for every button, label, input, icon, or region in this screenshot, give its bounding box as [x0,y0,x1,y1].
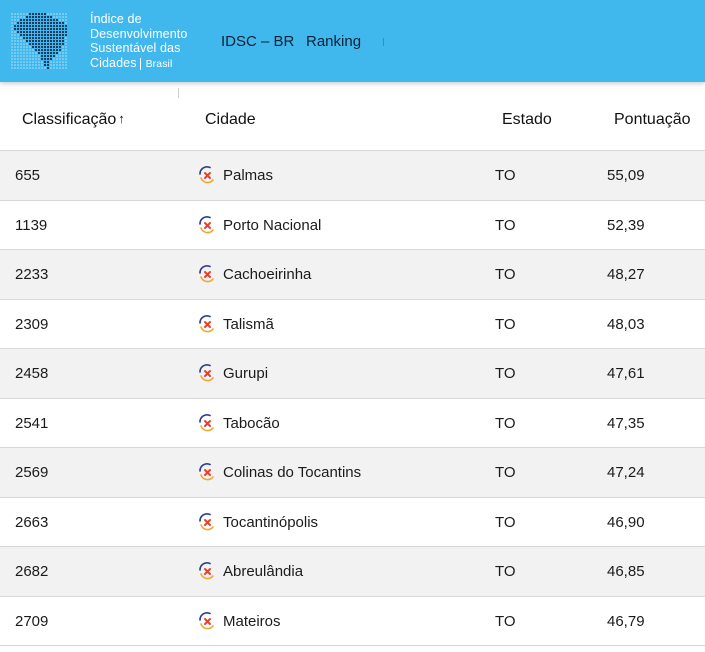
rank-cell: 2233 [15,266,49,283]
nav-idsc-br[interactable]: IDSC – BR [221,33,295,50]
column-header-state[interactable]: Estado [502,111,552,128]
state-cell: TO [495,563,516,580]
city-marker-icon [197,512,217,532]
rank-cell: 2709 [15,612,49,630]
state-cell: TO [495,513,516,531]
logo-line-4-text: Cidades [90,55,137,70]
score-cell: 46,90 [607,513,645,531]
city-cell[interactable]: Porto Nacional [223,216,322,234]
score-cell: 46,79 [607,612,645,630]
logo-subtitle: Brasil [139,57,173,70]
table-body: 655 Palmas TO 55,09 1139 Porto Nacional TO 52,3… [0,151,705,646]
table-row[interactable]: 2233 Cachoeirinha TO 48,27 [0,250,705,300]
column-header-score[interactable]: Pontuação [614,111,691,128]
table-row[interactable]: 2541 Tabocão TO 47,35 [0,398,705,448]
city-cell[interactable]: Cachoeirinha [223,266,312,283]
city-cell[interactable]: Abreulândia [223,563,304,580]
table-row[interactable]: 655 Palmas TO 55,09 [0,151,705,201]
column-header-rank-label: Classificação [22,111,117,128]
score-cell: 52,39 [607,216,645,234]
city-marker-icon [197,264,217,284]
state-cell: TO [495,464,516,481]
table-row[interactable]: 2663 Tocantinópolis TO 46,90 [0,497,705,547]
column-header-city[interactable]: Cidade [205,111,256,128]
city-cell[interactable]: Colinas do Tocantins [223,464,362,481]
city-marker-icon [197,363,217,383]
score-cell: 47,61 [607,365,645,382]
score-cell: 46,85 [607,563,645,580]
table-row[interactable]: 1139 Porto Nacional TO 52,39 [0,200,705,250]
city-cell[interactable]: Tocantinópolis [223,513,319,531]
table-row[interactable]: 2458 Gurupi TO 47,61 [0,349,705,399]
state-cell: TO [495,216,516,234]
state-cell: TO [495,266,516,283]
state-cell: TO [495,612,516,630]
state-cell: TO [495,414,516,432]
logo-line-4: Cidades Brasil [90,56,210,72]
rank-cell: 2663 [15,513,49,531]
ranking-table: Classificação ↑ Cidade Estado Pontuação 6… [0,82,705,646]
city-marker-icon [197,611,217,631]
rank-cell: 2541 [15,414,49,432]
rank-cell: 2569 [15,464,49,481]
city-marker-icon [197,215,217,235]
score-cell: 48,03 [607,315,645,333]
logo-text[interactable]: Índice de Desenvolvimento Sustentável da… [90,12,210,71]
table-row[interactable]: 2309 Talismã TO 48,03 [0,299,705,349]
sort-ascending-icon[interactable]: ↑ [118,111,125,126]
rank-cell: 2309 [15,315,49,333]
city-marker-icon [197,413,217,433]
state-cell: TO [495,167,516,184]
score-cell: 47,24 [607,464,645,481]
rank-cell: 2682 [15,563,49,580]
column-header-rank[interactable]: Classificação ↑ [22,111,125,129]
rank-cell: 1139 [15,216,48,234]
state-cell: TO [495,365,516,382]
city-marker-icon [197,314,217,334]
city-cell[interactable]: Mateiros [223,612,281,630]
table-header-row: Classificação ↑ Cidade Estado Pontuação [0,82,705,151]
logo-line-2: Desenvolvimento [90,26,188,41]
score-cell: 48,27 [607,266,645,283]
nav-ranking[interactable]: Ranking [306,33,362,50]
city-marker-icon [197,462,217,482]
rank-cell: 655 [15,167,41,184]
nav-dropdown-caret-icon[interactable] [383,38,384,46]
header-divider [178,88,179,98]
state-cell: TO [495,315,516,333]
city-cell[interactable]: Tabocão [223,414,280,432]
table-row[interactable]: 2709 Mateiros TO 46,79 [0,596,705,646]
logo-line-3: Sustentável das [90,41,181,55]
city-marker-icon [197,561,217,581]
header-bar: Índice de Desenvolvimento Sustentável da… [0,0,705,82]
city-marker-icon [197,165,217,185]
logo-line-1: Índice de [90,12,142,26]
rank-cell: 2458 [15,365,49,382]
table-row[interactable]: 2682 Abreulândia TO 46,85 [0,547,705,597]
score-cell: 55,09 [607,167,645,184]
city-cell[interactable]: Palmas [223,167,274,184]
score-cell: 47,35 [607,414,645,432]
city-cell[interactable]: Gurupi [223,365,269,382]
brazil-map-logo-icon[interactable] [10,12,68,72]
city-cell[interactable]: Talismã [223,315,274,333]
table-row[interactable]: 2569 Colinas do Tocantins TO 47,24 [0,448,705,498]
